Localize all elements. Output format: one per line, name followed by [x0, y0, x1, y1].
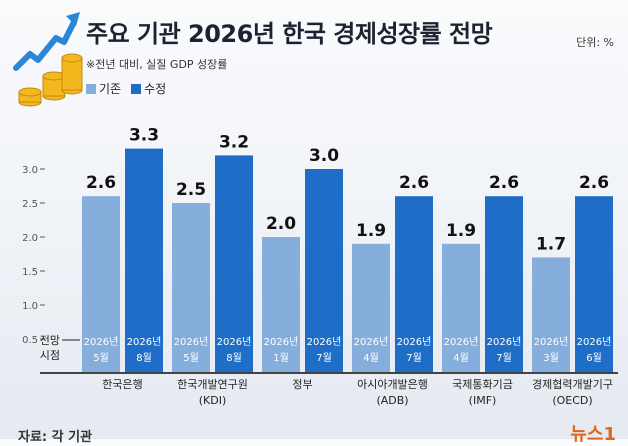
period-label-month: 3월: [543, 352, 559, 364]
category-label: 경제협력개발기구: [532, 378, 613, 391]
data-label: 1.9: [446, 221, 476, 241]
period-label-month: 4월: [453, 352, 469, 364]
legend-label-base: 기존: [99, 82, 122, 96]
data-label: 1.7: [536, 234, 566, 254]
legend-swatch-base: [86, 83, 96, 94]
period-label-month: 7월: [406, 352, 422, 364]
period-label-year: 2026년: [534, 336, 569, 348]
category-sublabel: (IMF): [469, 394, 497, 407]
period-label-year: 2026년: [84, 336, 119, 348]
data-label: 1.9: [356, 221, 386, 241]
y-tick-label: 1.5: [22, 267, 38, 278]
bar-base: [442, 243, 480, 373]
category-sublabel: (ADB): [376, 394, 408, 407]
data-label: 2.5: [176, 180, 206, 200]
bar-base: [82, 196, 120, 373]
data-label: 3.0: [309, 146, 339, 166]
period-label-year: 2026년: [127, 336, 162, 348]
category-label: 한국은행: [102, 378, 142, 391]
period-label-year: 2026년: [307, 336, 342, 348]
source-note: 자료: 각 기관: [18, 430, 93, 445]
data-label: 2.6: [399, 173, 429, 193]
period-label-year: 2026년: [174, 336, 209, 348]
category-label: 아시아개발은행: [357, 378, 428, 391]
data-label: 2.6: [489, 173, 519, 193]
data-label: 2.6: [86, 173, 116, 193]
legend-swatch-revised: [131, 83, 142, 94]
legend: 기존 수정: [86, 80, 170, 97]
subtitle: ※전년 대비, 실질 GDP 성장률: [86, 58, 228, 71]
data-label: 3.2: [219, 132, 249, 152]
period-row-label: 전망: [40, 334, 60, 347]
bar-base: [262, 237, 300, 373]
y-tick-label: 1.0: [22, 301, 38, 312]
category-label: 한국개발연구원: [177, 378, 248, 391]
period-label-year: 2026년: [577, 336, 612, 348]
period-label-year: 2026년: [487, 336, 522, 348]
period-label-month: 7월: [496, 352, 512, 364]
bar-base: [172, 203, 210, 373]
category-label: 국제통화기금: [452, 378, 513, 391]
data-label: 2.6: [579, 173, 609, 193]
bar-base: [532, 257, 570, 373]
category-label: 정부: [292, 378, 312, 391]
bar-revised: [395, 196, 433, 373]
period-row-label: 시점: [40, 349, 60, 362]
period-label-year: 2026년: [397, 336, 432, 348]
unit-label: 단위: %: [576, 36, 614, 49]
bar-revised: [125, 148, 163, 373]
y-tick-label: 2.0: [22, 233, 38, 244]
bar-revised: [485, 196, 523, 373]
news-logo: 뉴스1: [570, 424, 616, 445]
period-label-month: 5월: [183, 352, 199, 364]
legend-item-revised: 수정: [131, 80, 166, 97]
bar-revised: [215, 155, 253, 373]
y-tick-label: 0.5: [22, 335, 38, 346]
bar-revised: [575, 196, 613, 373]
y-tick-label: 2.5: [22, 199, 38, 210]
period-label-month: 7월: [316, 352, 332, 364]
period-label-month: 1월: [273, 352, 289, 364]
period-label-month: 8월: [136, 352, 152, 364]
period-label-year: 2026년: [354, 336, 389, 348]
period-label-month: 8월: [226, 352, 242, 364]
data-label: 3.3: [129, 126, 159, 146]
period-label-month: 6월: [586, 352, 602, 364]
period-label-year: 2026년: [444, 336, 479, 348]
y-tick-label: 3.0: [22, 165, 38, 176]
period-label-year: 2026년: [264, 336, 299, 348]
legend-label-revised: 수정: [144, 82, 167, 96]
category-sublabel: (KDI): [199, 394, 227, 407]
bar-base: [352, 243, 390, 373]
rising-coins-icon: [13, 12, 83, 107]
data-label: 2.0: [266, 214, 296, 234]
legend-item-base: 기존: [86, 80, 121, 97]
period-label-month: 5월: [93, 352, 109, 364]
period-label-year: 2026년: [217, 336, 252, 348]
category-sublabel: (OECD): [552, 394, 592, 407]
period-label-month: 4월: [363, 352, 379, 364]
bar-revised: [305, 169, 343, 373]
page-title: 주요 기관 2026년 한국 경제성장률 전망: [86, 20, 493, 48]
